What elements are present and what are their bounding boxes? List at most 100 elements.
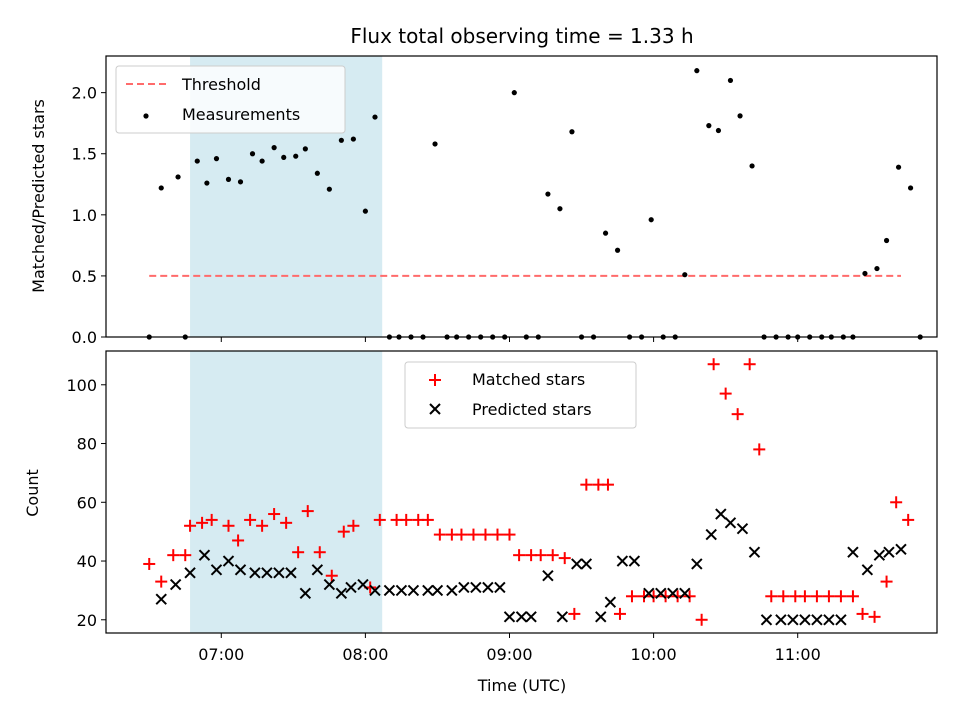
predicted-star-marker — [705, 528, 717, 541]
predicted-marker-b — [895, 543, 907, 555]
predicted-star-marker — [873, 549, 886, 561]
predicted-marker-b — [311, 564, 324, 576]
count-panel: 20 40 60 80 100 07:00 08:00 09:00 10:00 11:00 Cou… — [23, 350, 938, 695]
measurement-point — [569, 129, 575, 135]
predicted-marker-b — [691, 558, 703, 570]
matched-star-marker — [244, 513, 257, 526]
measurement-point — [175, 174, 181, 180]
legend-measurements-label: Measurements — [182, 105, 300, 124]
measurement-point — [213, 156, 220, 162]
predicted-marker-b — [811, 614, 823, 626]
measurement-point — [749, 163, 755, 169]
predicted-star-marker — [345, 581, 357, 594]
matched-star-marker — [167, 549, 180, 562]
predicted-marker-b — [847, 546, 859, 558]
predicted-marker-b — [861, 564, 874, 576]
matched-star-marker — [868, 610, 881, 623]
measurement-point — [302, 146, 308, 152]
measurement-point — [614, 247, 621, 253]
predicted-star-marker — [724, 517, 737, 529]
predicted-marker-b — [595, 611, 607, 623]
predicted-marker-b — [787, 614, 799, 626]
predicted-marker-b — [494, 581, 506, 594]
ratio-panel: 0.00.51.01.52.0 Matched/Predicted stars … — [29, 55, 938, 347]
measurement-point — [602, 230, 609, 236]
predicted-marker-b — [184, 567, 196, 579]
predicted-marker-b — [705, 528, 717, 541]
predicted-marker-b — [422, 584, 434, 597]
matched-star-marker — [143, 557, 156, 570]
predicted-star-marker — [422, 584, 434, 597]
predicted-star-marker — [458, 581, 470, 594]
legend-threshold-label: Threshold — [181, 75, 261, 94]
predicted-marker-b — [873, 549, 886, 561]
matched-star-marker — [558, 552, 571, 565]
top-y-tick-label: 1.0 — [72, 206, 97, 225]
measurement-point — [883, 237, 890, 244]
predicted-marker-b — [643, 587, 655, 600]
predicted-marker-b — [604, 596, 617, 608]
predicted-star-marker — [679, 587, 691, 600]
predicted-marker-b — [470, 581, 482, 594]
predicted-star-marker — [299, 587, 312, 600]
predicted-star-marker — [515, 611, 528, 623]
matched-star-marker — [513, 549, 526, 562]
matched-star-marker — [467, 528, 480, 541]
predicted-marker-b — [556, 611, 569, 623]
measurement-point — [338, 137, 344, 143]
measurement-point — [862, 270, 868, 277]
predicted-star-marker — [273, 567, 285, 579]
legend-predicted-swatch — [429, 403, 441, 415]
matched-star-marker — [743, 358, 756, 371]
predicted-star-marker — [494, 581, 506, 594]
predicted-marker-b — [234, 564, 247, 576]
measurement-point — [895, 164, 902, 170]
x-tick-label: 09:00 — [486, 645, 532, 664]
measurement-point — [271, 145, 277, 151]
predicted-star-marker — [655, 587, 667, 600]
matched-star-marker — [810, 590, 823, 603]
predicted-star-marker — [369, 584, 381, 597]
predicted-star-marker — [616, 555, 629, 567]
predicted-marker-b — [571, 558, 583, 570]
measurement-point — [249, 151, 256, 157]
predicted-star-marker — [748, 546, 761, 558]
predicted-marker-b — [503, 611, 516, 623]
top-legend: Threshold Measurements — [115, 65, 346, 134]
measurement-point — [545, 191, 551, 197]
matched-star-marker — [280, 516, 293, 529]
predicted-star-marker — [261, 567, 273, 579]
predicted-star-marker — [249, 567, 261, 579]
predicted-star-marker — [835, 614, 847, 626]
predicted-star-marker — [595, 611, 607, 623]
measurement-point — [225, 176, 232, 182]
matched-star-marker — [856, 607, 869, 620]
predicted-star-marker — [285, 567, 297, 579]
measurement-point — [737, 113, 743, 119]
predicted-star-marker — [715, 508, 727, 520]
predicted-star-marker — [823, 614, 835, 626]
predicted-marker-b — [667, 587, 679, 600]
predicted-marker-b — [155, 593, 167, 605]
chart-title: Flux total observing time = 1.33 h — [350, 24, 693, 48]
predicted-marker-b — [261, 567, 273, 579]
predicted-marker-b — [285, 567, 297, 579]
matched-star-marker — [902, 513, 915, 526]
matched-star-marker — [373, 513, 386, 526]
predicted-star-marker — [580, 558, 593, 570]
matched-star-marker — [421, 513, 434, 526]
predicted-star-marker — [383, 584, 396, 597]
predicted-star-marker — [431, 584, 444, 597]
predicted-star-marker — [643, 587, 655, 600]
matched-star-marker — [479, 528, 492, 541]
predicted-star-marker — [482, 581, 494, 594]
predicted-star-marker — [311, 564, 324, 576]
x-tick-label: 11:00 — [775, 645, 821, 664]
measurement-point — [237, 179, 244, 185]
predicted-marker-b — [383, 584, 396, 597]
bottom-y-tick-label: 20 — [77, 611, 97, 630]
predicted-marker-b — [395, 584, 408, 597]
predicted-star-marker — [395, 584, 408, 597]
predicted-marker-b — [823, 614, 835, 626]
predicted-marker-b — [357, 578, 369, 591]
